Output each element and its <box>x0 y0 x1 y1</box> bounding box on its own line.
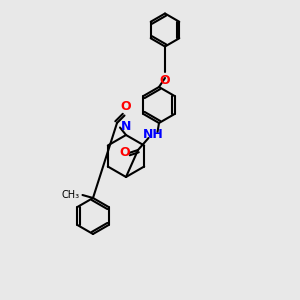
Text: O: O <box>119 146 130 160</box>
Text: O: O <box>121 100 131 112</box>
Text: NH: NH <box>142 128 164 142</box>
Text: O: O <box>160 74 170 86</box>
Text: CH₃: CH₃ <box>61 190 80 200</box>
Text: N: N <box>121 121 131 134</box>
